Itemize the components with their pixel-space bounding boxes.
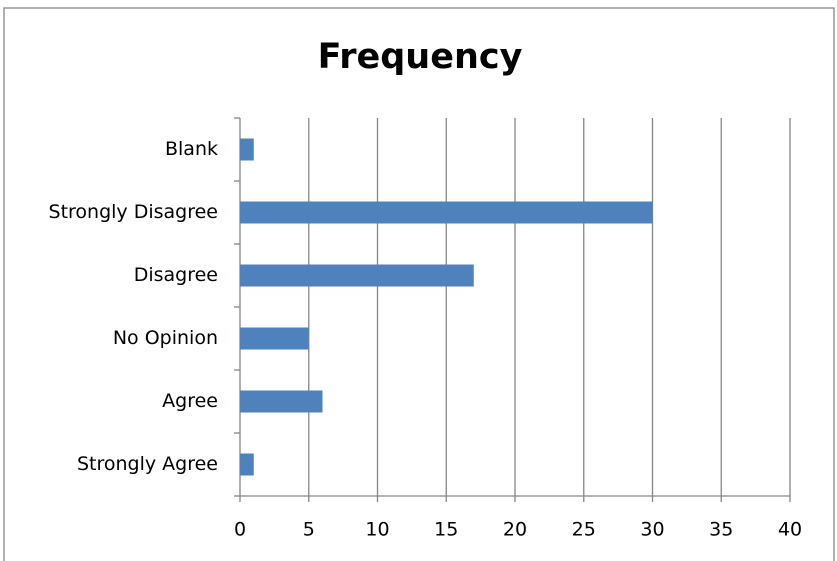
y-tick-label: Strongly Disagree <box>49 201 218 223</box>
bar <box>240 264 474 287</box>
y-tick-label: No Opinion <box>113 327 218 349</box>
x-tick-label: 30 <box>640 519 664 541</box>
y-tick-label: Disagree <box>134 264 218 286</box>
bar <box>240 453 254 476</box>
chart-title: Frequency <box>318 37 523 77</box>
y-tick-label: Strongly Agree <box>77 453 218 475</box>
x-tick-label: 35 <box>709 519 733 541</box>
bar <box>240 201 653 224</box>
y-tick-label: Blank <box>165 138 218 160</box>
x-tick-label: 5 <box>303 519 315 541</box>
x-tick-label: 15 <box>434 519 458 541</box>
bar <box>240 138 254 161</box>
x-tick-label: 0 <box>234 519 246 541</box>
x-tick-label: 20 <box>503 519 527 541</box>
bar <box>240 327 309 350</box>
x-tick-label: 40 <box>778 519 802 541</box>
x-tick-label: 25 <box>572 519 596 541</box>
bar <box>240 390 323 413</box>
y-tick-label: Agree <box>162 390 218 412</box>
x-tick-label: 10 <box>365 519 389 541</box>
